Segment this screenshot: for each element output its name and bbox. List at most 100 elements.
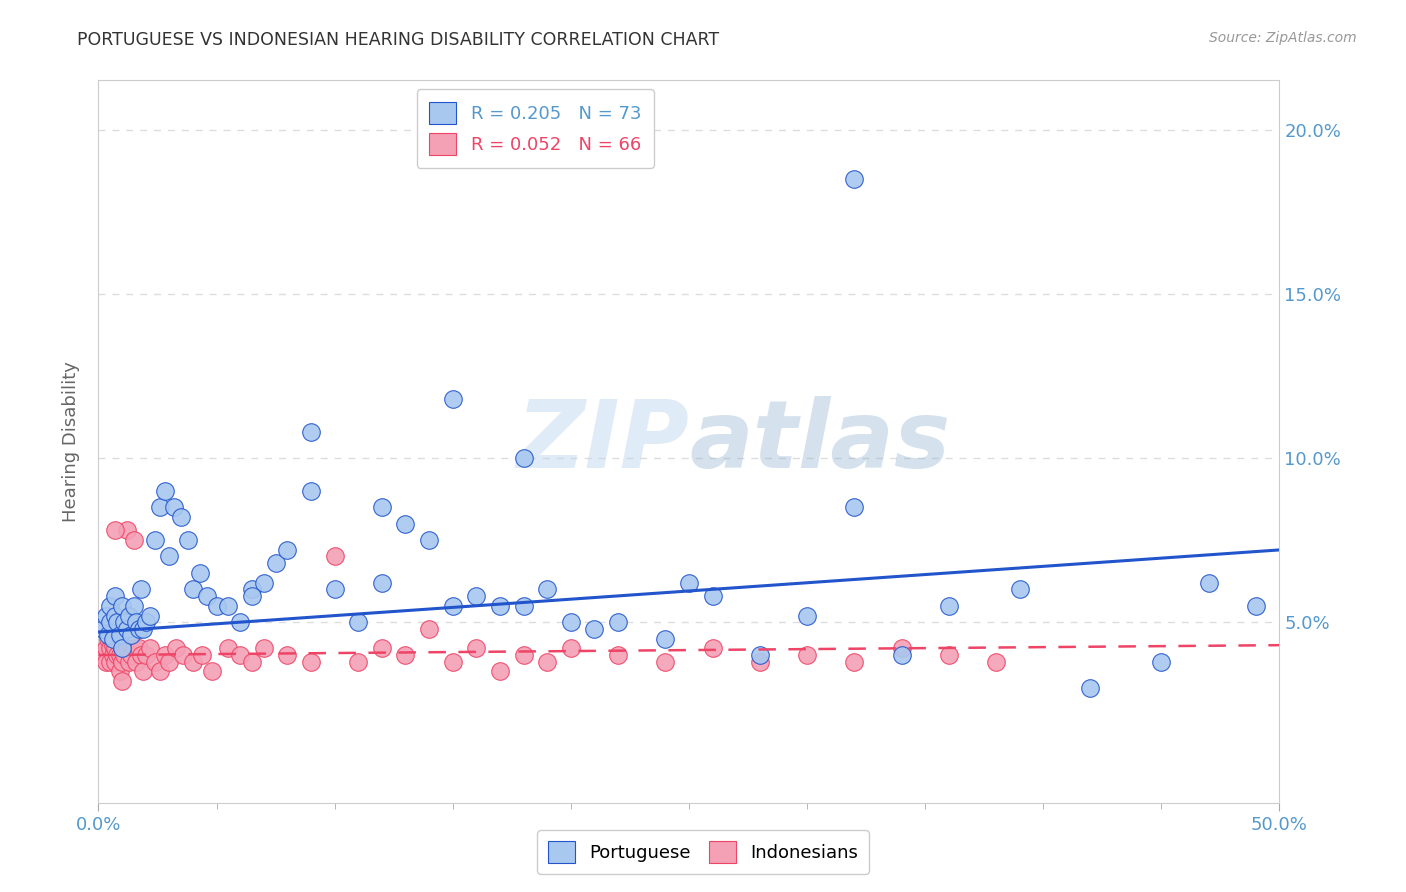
Point [240,582,263,597]
Point [91,622,114,636]
Point [94,608,117,623]
Point [149,500,172,515]
Point [1150,655,1173,669]
Point [139,608,162,623]
Point [121,648,143,662]
Point [104,523,127,537]
Point [512,450,534,465]
Point [1008,582,1031,597]
Point [111,641,134,656]
Point [118,608,141,623]
Point [276,648,298,662]
Point [201,665,224,679]
Point [465,641,488,656]
Point [323,582,346,597]
Point [441,392,464,406]
Point [105,648,128,662]
Point [253,575,276,590]
Point [143,655,166,669]
Legend: Portuguese, Indonesians: Portuguese, Indonesians [537,830,869,874]
Point [104,589,127,603]
Point [264,556,287,570]
Point [98,655,121,669]
Point [607,615,630,630]
Point [165,641,187,656]
Point [299,655,322,669]
Point [654,655,676,669]
Point [299,425,322,439]
Point [101,638,124,652]
Point [125,655,148,669]
Point [195,589,218,603]
Point [560,615,582,630]
Point [441,599,464,613]
Point [157,655,180,669]
Point [489,599,512,613]
Point [143,533,166,547]
Point [394,648,416,662]
Point [153,483,176,498]
Point [121,628,143,642]
Point [91,648,114,662]
Point [394,516,416,531]
Point [94,655,117,669]
Point [108,628,131,642]
Point [217,641,239,656]
Point [128,641,150,656]
Point [229,648,252,662]
Point [104,608,127,623]
Point [181,582,204,597]
Text: atlas: atlas [689,395,950,488]
Point [890,648,912,662]
Point [890,641,912,656]
Point [112,648,135,662]
Point [115,523,138,537]
Point [253,641,276,656]
Point [125,615,148,630]
Point [94,641,117,656]
Point [299,483,322,498]
Point [702,589,724,603]
Point [748,655,770,669]
Point [135,648,157,662]
Point [347,615,370,630]
Point [240,589,263,603]
Point [97,632,120,646]
Point [105,615,128,630]
Point [465,589,488,603]
Point [1198,575,1220,590]
Point [105,632,128,646]
Point [1080,681,1102,695]
Point [748,648,770,662]
Point [111,674,134,689]
Point [132,665,155,679]
Point [115,641,138,656]
Point [418,533,440,547]
Point [844,500,866,515]
Point [97,628,120,642]
Point [347,655,370,669]
Point [157,549,180,564]
Point [135,615,157,630]
Point [512,648,534,662]
Point [101,632,124,646]
Point [188,566,211,580]
Point [560,641,582,656]
Point [489,665,512,679]
Point [149,665,172,679]
Point [153,648,176,662]
Point [984,655,1007,669]
Point [108,665,131,679]
Point [844,171,866,186]
Point [240,655,263,669]
Point [217,599,239,613]
Point [122,641,145,656]
Point [139,641,162,656]
Point [702,641,724,656]
Point [323,549,346,564]
Point [122,533,145,547]
Point [191,648,214,662]
Point [418,622,440,636]
Point [104,655,127,669]
Point [128,622,150,636]
